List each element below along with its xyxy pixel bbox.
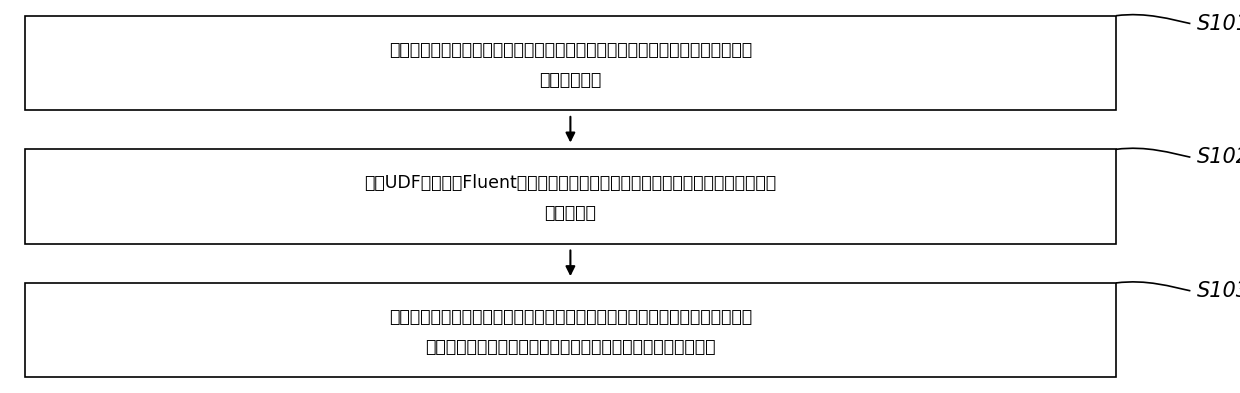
Text: 质输沙率公式: 质输沙率公式 [539,71,601,89]
Text: 根据河床冲淤平衡原理，将节点输沙率沿程变化转换为节点高程随时间变化，藉: 根据河床冲淤平衡原理，将节点输沙率沿程变化转换为节点高程随时间变化，藉 [389,308,751,326]
Text: 以控制动边界网格节点移动，实现冲刷坑冲刷过程三维数值模拟: 以控制动边界网格节点移动，实现冲刷坑冲刷过程三维数值模拟 [425,338,715,356]
FancyBboxPatch shape [25,16,1116,110]
Text: 基于河床泥沙颗粒运动基本特性，建立基于水流随机性及床沙分布随机性的推移: 基于河床泥沙颗粒运动基本特性，建立基于水流随机性及床沙分布随机性的推移 [389,40,751,59]
Text: S103: S103 [1197,281,1240,301]
FancyBboxPatch shape [25,149,1116,244]
Text: 泥沙输沙率: 泥沙输沙率 [544,204,596,222]
FancyBboxPatch shape [25,283,1116,377]
Text: 基于UDF宏函数对Fluent软件进行二次开发，提取床面节点水流剪切力，计算床面: 基于UDF宏函数对Fluent软件进行二次开发，提取床面节点水流剪切力，计算床面 [365,174,776,192]
Text: S102: S102 [1197,147,1240,167]
Text: S101: S101 [1197,14,1240,33]
